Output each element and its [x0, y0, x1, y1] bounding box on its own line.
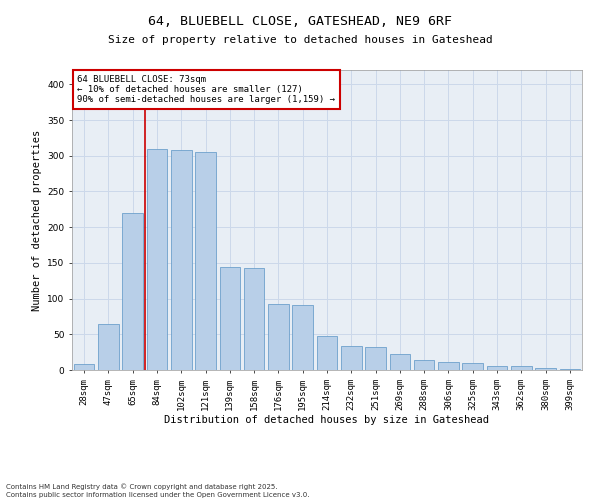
Bar: [487, 366, 508, 370]
Bar: [244, 268, 265, 370]
Bar: [414, 360, 434, 370]
Bar: [535, 368, 556, 370]
Bar: [220, 267, 240, 370]
Bar: [195, 152, 216, 370]
Bar: [463, 363, 483, 370]
Bar: [389, 354, 410, 370]
Bar: [511, 366, 532, 370]
Bar: [292, 305, 313, 370]
Bar: [98, 324, 119, 370]
Bar: [560, 368, 580, 370]
Bar: [341, 346, 362, 370]
Bar: [171, 150, 191, 370]
Bar: [317, 336, 337, 370]
Y-axis label: Number of detached properties: Number of detached properties: [32, 130, 41, 310]
Text: Contains HM Land Registry data © Crown copyright and database right 2025.
Contai: Contains HM Land Registry data © Crown c…: [6, 484, 310, 498]
Bar: [438, 362, 459, 370]
Text: Size of property relative to detached houses in Gateshead: Size of property relative to detached ho…: [107, 35, 493, 45]
Text: 64 BLUEBELL CLOSE: 73sqm
← 10% of detached houses are smaller (127)
90% of semi-: 64 BLUEBELL CLOSE: 73sqm ← 10% of detach…: [77, 74, 335, 104]
Bar: [74, 364, 94, 370]
X-axis label: Distribution of detached houses by size in Gateshead: Distribution of detached houses by size …: [164, 416, 490, 426]
Bar: [146, 148, 167, 370]
Text: 64, BLUEBELL CLOSE, GATESHEAD, NE9 6RF: 64, BLUEBELL CLOSE, GATESHEAD, NE9 6RF: [148, 15, 452, 28]
Bar: [122, 213, 143, 370]
Bar: [365, 347, 386, 370]
Bar: [268, 304, 289, 370]
